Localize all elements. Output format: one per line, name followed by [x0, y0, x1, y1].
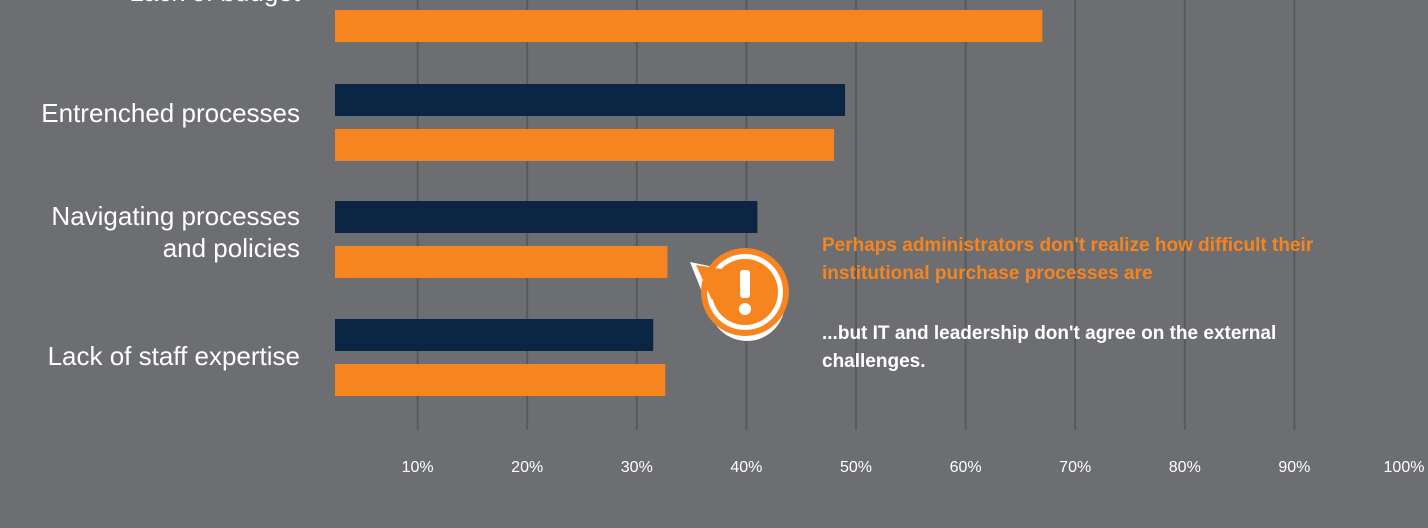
bar	[335, 84, 846, 116]
x-tick-label: 20%	[511, 459, 543, 476]
callout-headline: Perhaps administrators don't realize how…	[822, 235, 1314, 284]
bar	[335, 364, 666, 396]
category-label-line: Lack of budget	[0, 0, 300, 8]
callout-body: ...but IT and leadership don't agree on …	[822, 323, 1277, 372]
x-tick-label: 100%	[1384, 459, 1425, 476]
category-label-line: Navigating processes	[51, 201, 300, 231]
x-tick-label: 90%	[1278, 459, 1310, 476]
x-tick-label: 80%	[1169, 459, 1201, 476]
x-tick-label: 40%	[730, 459, 762, 476]
bar	[335, 319, 654, 351]
x-tick-label: 60%	[950, 459, 982, 476]
bar	[335, 129, 835, 161]
gridlines	[416, 0, 1296, 430]
exclamation-icon	[690, 248, 789, 341]
x-tick-labels: 10% 20% 30% 40% 50% 60% 70% 80% 90% 100%	[402, 459, 1425, 476]
category-label: Navigating processes and policies	[0, 200, 300, 264]
bar	[335, 201, 758, 233]
category-label-line: and policies	[162, 233, 300, 263]
x-tick-label: 30%	[621, 459, 653, 476]
bar	[335, 246, 668, 278]
x-tick-label: 50%	[840, 459, 872, 476]
bars	[335, 10, 1043, 396]
x-tick-label: 70%	[1059, 459, 1091, 476]
category-label-line: Entrenched processes	[41, 98, 300, 128]
bar	[335, 10, 1043, 42]
x-tick-label: 10%	[402, 459, 434, 476]
category-label: Entrenched processes	[0, 97, 300, 129]
category-label: Lack of budget	[0, 0, 300, 8]
category-label: Lack of staff expertise	[0, 340, 300, 372]
category-label-line: Lack of staff expertise	[47, 341, 300, 371]
